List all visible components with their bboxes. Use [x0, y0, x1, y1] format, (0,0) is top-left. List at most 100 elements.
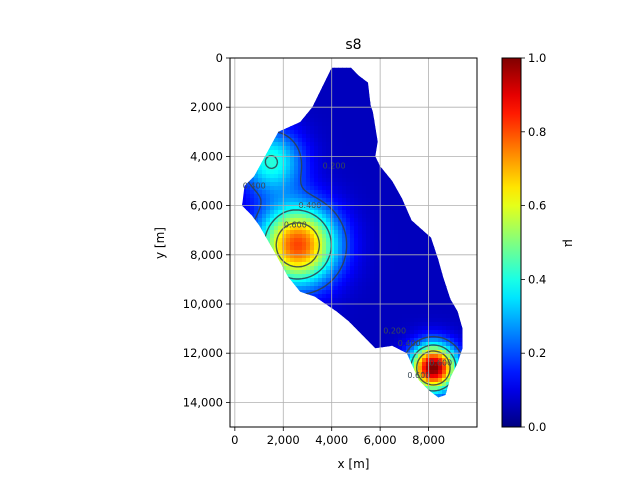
heatmap-cell	[354, 86, 359, 91]
heatmap-cell	[362, 86, 367, 91]
heatmap-cell	[386, 326, 391, 331]
heatmap-cell	[354, 234, 359, 239]
heatmap-cell	[374, 322, 379, 327]
heatmap-cell	[374, 294, 379, 299]
heatmap-cell	[334, 242, 339, 247]
heatmap-cell	[402, 334, 407, 339]
heatmap-cell	[398, 338, 403, 343]
heatmap-cell	[334, 178, 339, 183]
heatmap-cell	[354, 150, 359, 155]
heatmap-cell	[330, 230, 335, 235]
heatmap-cell	[350, 314, 355, 319]
heatmap-cell	[250, 198, 255, 203]
heatmap-cell	[386, 266, 391, 271]
heatmap-cell	[342, 266, 347, 271]
heatmap-cell	[326, 122, 331, 127]
heatmap-cell	[414, 354, 419, 359]
heatmap-cell	[322, 262, 327, 267]
heatmap-cell	[370, 130, 375, 135]
heatmap-cell	[290, 182, 295, 187]
heatmap-cell	[254, 178, 259, 183]
heatmap-cell	[422, 346, 427, 351]
heatmap-cell	[294, 162, 299, 167]
heatmap-cell	[366, 314, 371, 319]
heatmap-cell	[338, 110, 343, 115]
heatmap-cell	[342, 78, 347, 83]
heatmap-cell	[422, 290, 427, 295]
heatmap-cell	[414, 274, 419, 279]
heatmap-cell	[298, 138, 303, 143]
heatmap-cell	[422, 278, 427, 283]
heatmap-cell	[266, 238, 271, 243]
heatmap-cell	[334, 106, 339, 111]
heatmap-cell	[354, 318, 359, 323]
heatmap-cell	[278, 186, 283, 191]
heatmap-cell	[330, 290, 335, 295]
heatmap-cell	[314, 282, 319, 287]
heatmap-cell	[390, 246, 395, 251]
heatmap-cell	[266, 150, 271, 155]
heatmap-cell	[434, 278, 439, 283]
heatmap-cell	[322, 194, 327, 199]
heatmap-cell	[286, 142, 291, 147]
heatmap-cell	[346, 242, 351, 247]
heatmap-cell	[418, 342, 423, 347]
heatmap-cell	[326, 254, 331, 259]
heatmap-cell	[318, 178, 323, 183]
heatmap-cell	[290, 130, 295, 135]
heatmap-cell	[318, 162, 323, 167]
heatmap-cell	[314, 278, 319, 283]
heatmap-cell	[402, 306, 407, 311]
heatmap-cell	[294, 238, 299, 243]
heatmap-cell	[282, 198, 287, 203]
heatmap-cell	[314, 194, 319, 199]
heatmap-cell	[398, 230, 403, 235]
heatmap-cell	[298, 222, 303, 227]
heatmap-cell	[414, 226, 419, 231]
heatmap-cell	[334, 270, 339, 275]
heatmap-cell	[310, 214, 315, 219]
heatmap-cell	[354, 138, 359, 143]
heatmap-cell	[350, 162, 355, 167]
heatmap-cell	[410, 234, 415, 239]
heatmap-cell	[322, 282, 327, 287]
heatmap-cell	[302, 118, 307, 123]
heatmap-cell	[398, 266, 403, 271]
heatmap-cell	[386, 298, 391, 303]
heatmap-cell	[398, 342, 403, 347]
heatmap-cell	[350, 118, 355, 123]
heatmap-cell	[294, 174, 299, 179]
heatmap-cell	[366, 214, 371, 219]
heatmap-cell	[366, 242, 371, 247]
heatmap-cell	[242, 198, 247, 203]
heatmap-cell	[334, 102, 339, 107]
heatmap-cell	[326, 90, 331, 95]
heatmap-cell	[382, 170, 387, 175]
heatmap-cell	[430, 266, 435, 271]
heatmap-cell	[350, 102, 355, 107]
heatmap-cell	[374, 234, 379, 239]
heatmap-cell	[454, 342, 459, 347]
heatmap-cell	[394, 282, 399, 287]
heatmap-cell	[274, 230, 279, 235]
heatmap-cell	[398, 206, 403, 211]
heatmap-cell	[358, 78, 363, 83]
heatmap-cell	[342, 286, 347, 291]
heatmap-cell	[266, 198, 271, 203]
heatmap-cell	[374, 146, 379, 151]
heatmap-cell	[346, 106, 351, 111]
heatmap-cell	[390, 242, 395, 247]
heatmap-cell	[278, 166, 283, 171]
heatmap-cell	[350, 130, 355, 135]
heatmap-cell	[366, 190, 371, 195]
heatmap-cell	[422, 270, 427, 275]
heatmap-cell	[302, 202, 307, 207]
heatmap-cell	[242, 194, 247, 199]
heatmap-cell	[418, 266, 423, 271]
heatmap-cell	[402, 346, 407, 351]
heatmap-cell	[310, 242, 315, 247]
heatmap-cell	[266, 162, 271, 167]
heatmap-cell	[422, 358, 427, 363]
heatmap-cell	[322, 270, 327, 275]
heatmap-cell	[270, 230, 275, 235]
